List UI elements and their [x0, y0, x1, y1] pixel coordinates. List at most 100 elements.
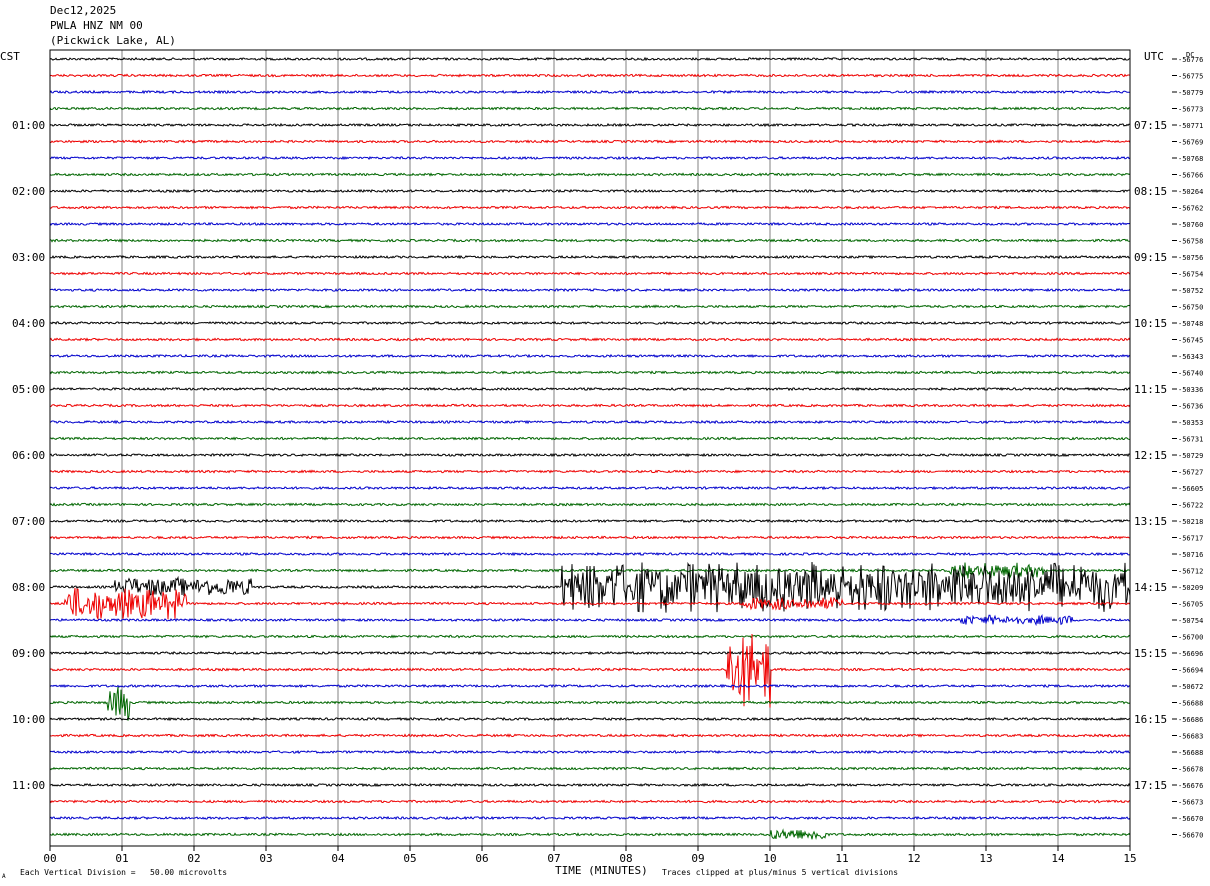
cst-hour-label: 09:00: [12, 647, 45, 660]
trace-row-26: [49, 485, 1131, 491]
station-code: PWLA HNZ NM 00: [50, 19, 143, 32]
trace-row-8: [49, 188, 1130, 194]
plot-frame: [49, 49, 1177, 851]
trace-row-12: [49, 254, 1131, 260]
trace-row-25: [49, 469, 1131, 474]
dc-offset-label: -50779: [1178, 89, 1203, 97]
trace-row-42: [49, 749, 1131, 755]
dc-offset-label: -56673: [1178, 799, 1203, 807]
utc-hour-label: 10:15: [1134, 317, 1167, 330]
trace-row-38: [49, 683, 1131, 689]
utc-hour-label: 14:15: [1134, 581, 1167, 594]
x-tick-label-04: 04: [331, 852, 345, 865]
cst-hour-label: 08:00: [12, 581, 45, 594]
trace-row-28: [49, 518, 1131, 524]
dc-offset-label: -56736: [1178, 403, 1203, 411]
x-tick-label-08: 08: [619, 852, 632, 865]
cst-axis-label: CST: [0, 50, 20, 63]
trace-row-46: [49, 815, 1131, 821]
dc-offset-label: -50353: [1178, 419, 1203, 427]
scale-note: Each Vertical Division = 50.00 microvolt…: [20, 868, 227, 877]
dc-offset-label: -56727: [1178, 469, 1203, 477]
x-tick-label-11: 11: [835, 852, 848, 865]
trace-row-37: [49, 633, 1131, 708]
dc-offset-label: -50672: [1178, 683, 1203, 691]
dc-offset-label: -50771: [1178, 122, 1203, 130]
trace-row-27: [49, 502, 1131, 507]
cst-hour-label: 06:00: [12, 449, 45, 462]
dc-offset-label: -56717: [1178, 535, 1203, 543]
cst-hour-label: 03:00: [12, 251, 45, 264]
trace-row-21: [49, 403, 1131, 408]
x-tick-label-05: 05: [403, 852, 416, 865]
dc-offset-label: -56683: [1178, 733, 1203, 741]
x-tick-label-03: 03: [259, 852, 272, 865]
dc-offset-label: -56740: [1178, 370, 1203, 378]
dc-offset-label: -56750: [1178, 304, 1203, 312]
trace-row-10: [49, 221, 1131, 227]
utc-hour-label: 13:15: [1134, 515, 1167, 528]
dc-offset-label: -56731: [1178, 436, 1203, 444]
trace-row-19: [49, 370, 1131, 375]
trace-row-13: [49, 271, 1131, 276]
dc-offset-label: -56773: [1178, 106, 1203, 114]
dc-offset-label: -50754: [1178, 617, 1203, 625]
trace-row-15: [49, 304, 1131, 309]
dc-offset-label: -56688: [1178, 749, 1203, 757]
dc-offset-label: -56688: [1178, 700, 1203, 708]
utc-hour-label: 11:15: [1134, 383, 1167, 396]
trace-row-4: [49, 122, 1131, 128]
cst-hour-label: 05:00: [12, 383, 45, 396]
trace-row-6: [49, 155, 1131, 161]
x-tick-label-13: 13: [979, 852, 992, 865]
dc-offset-label: -56694: [1178, 667, 1203, 675]
dc-offset-label: -56712: [1178, 568, 1203, 576]
dc-offset-label: -56762: [1178, 205, 1203, 213]
x-tick-label-02: 02: [187, 852, 200, 865]
trace-row-1: [49, 73, 1131, 78]
utc-hour-label: 07:15: [1134, 119, 1167, 132]
trace-row-23: [49, 436, 1131, 441]
x-tick-label-01: 01: [115, 852, 128, 865]
station-location: (Pickwick Lake, AL): [50, 34, 176, 47]
vertical-gridlines: [49, 50, 1131, 846]
x-tick-label-07: 07: [547, 852, 560, 865]
trace-row-29: [49, 535, 1131, 540]
utc-axis-label: UTC: [1144, 50, 1164, 63]
dc-offset-label: -56775: [1178, 73, 1203, 81]
trace-row-3: [49, 106, 1131, 111]
cst-hour-label: 07:00: [12, 515, 45, 528]
dc-offset-label: -56700: [1178, 634, 1203, 642]
trace-row-30: [49, 551, 1130, 557]
trace-row-16: [49, 320, 1131, 326]
trace-row-22: [49, 419, 1131, 425]
trace-row-11: [49, 238, 1131, 243]
trace-row-18: [49, 353, 1131, 359]
dc-offset-label: -56678: [1178, 766, 1203, 774]
trace-row-7: [49, 172, 1131, 177]
dc-offset-label: -50209: [1178, 584, 1203, 592]
x-tick-label-09: 09: [691, 852, 704, 865]
dc-offset-label: -56696: [1178, 650, 1203, 658]
trace-row-32: [49, 561, 1131, 613]
dc-offset-label: -56758: [1178, 238, 1203, 246]
dc-offset-label: -50218: [1178, 518, 1203, 526]
trace-row-20: [49, 386, 1131, 392]
trace-row-14: [49, 287, 1131, 293]
cst-hour-label: 10:00: [12, 713, 45, 726]
chart-date: Dec12,2025: [50, 4, 117, 17]
x-tick-label-14: 14: [1051, 852, 1065, 865]
dc-offset-label: -50336: [1178, 386, 1203, 394]
dc-offset-label: -50729: [1178, 452, 1203, 460]
clip-note: Traces clipped at plus/minus 5 vertical …: [662, 868, 898, 877]
trace-row-36: [49, 650, 1131, 656]
dc-offset-label: -50716: [1178, 551, 1203, 559]
dc-offset-label: -56754: [1178, 271, 1203, 279]
dc-offset-label: -56676: [1178, 782, 1203, 790]
x-axis-title: TIME (MINUTES): [555, 864, 648, 877]
trace-row-41: [49, 733, 1131, 738]
trace-row-24: [49, 452, 1131, 458]
corner-mark: A: [2, 873, 6, 880]
utc-hour-label: 15:15: [1134, 647, 1167, 660]
